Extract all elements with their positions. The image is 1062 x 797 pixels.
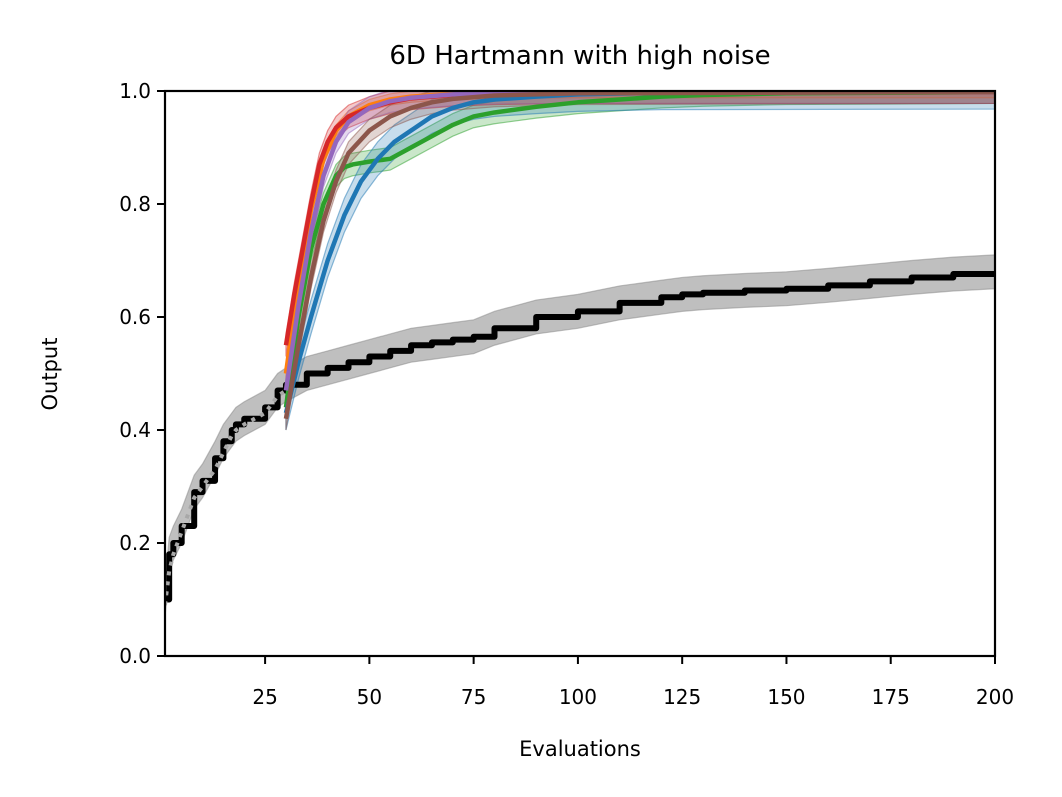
y-tick-label: 0.4 <box>119 418 151 442</box>
x-axis-label: Evaluations <box>519 737 641 761</box>
series-lines <box>165 91 995 606</box>
x-tick-label: 150 <box>767 685 805 709</box>
series-band <box>285 91 995 431</box>
x-tick-label: 50 <box>357 685 382 709</box>
series-line <box>283 91 995 420</box>
y-tick-label: 0.2 <box>119 531 151 555</box>
series-line <box>165 388 288 606</box>
x-tick-label: 125 <box>663 685 701 709</box>
series-band <box>285 91 995 431</box>
series-line <box>283 91 995 408</box>
x-tick-label: 175 <box>872 685 910 709</box>
series-band <box>165 254 995 617</box>
series-line <box>165 271 995 603</box>
x-tick-label: 200 <box>976 685 1014 709</box>
series-band <box>285 91 995 380</box>
y-axis: 0.0 0.2 0.4 0.6 0.8 1.0 <box>119 79 165 668</box>
x-tick-label: 75 <box>461 685 486 709</box>
y-tick-label: 0.0 <box>119 644 151 668</box>
chart-title: 6D Hartmann with high noise <box>389 41 770 71</box>
y-tick-label: 1.0 <box>119 79 151 103</box>
y-tick-label: 0.6 <box>119 305 151 329</box>
plot-frame <box>163 89 997 658</box>
y-axis-label: Output <box>38 338 62 411</box>
x-axis: 25 50 75 100 125 150 175 200 <box>252 656 1014 709</box>
y-tick-label: 0.8 <box>119 192 151 216</box>
x-tick-label: 100 <box>559 685 597 709</box>
series-line <box>283 91 995 391</box>
series-band <box>285 91 995 419</box>
x-tick-label: 25 <box>252 685 277 709</box>
